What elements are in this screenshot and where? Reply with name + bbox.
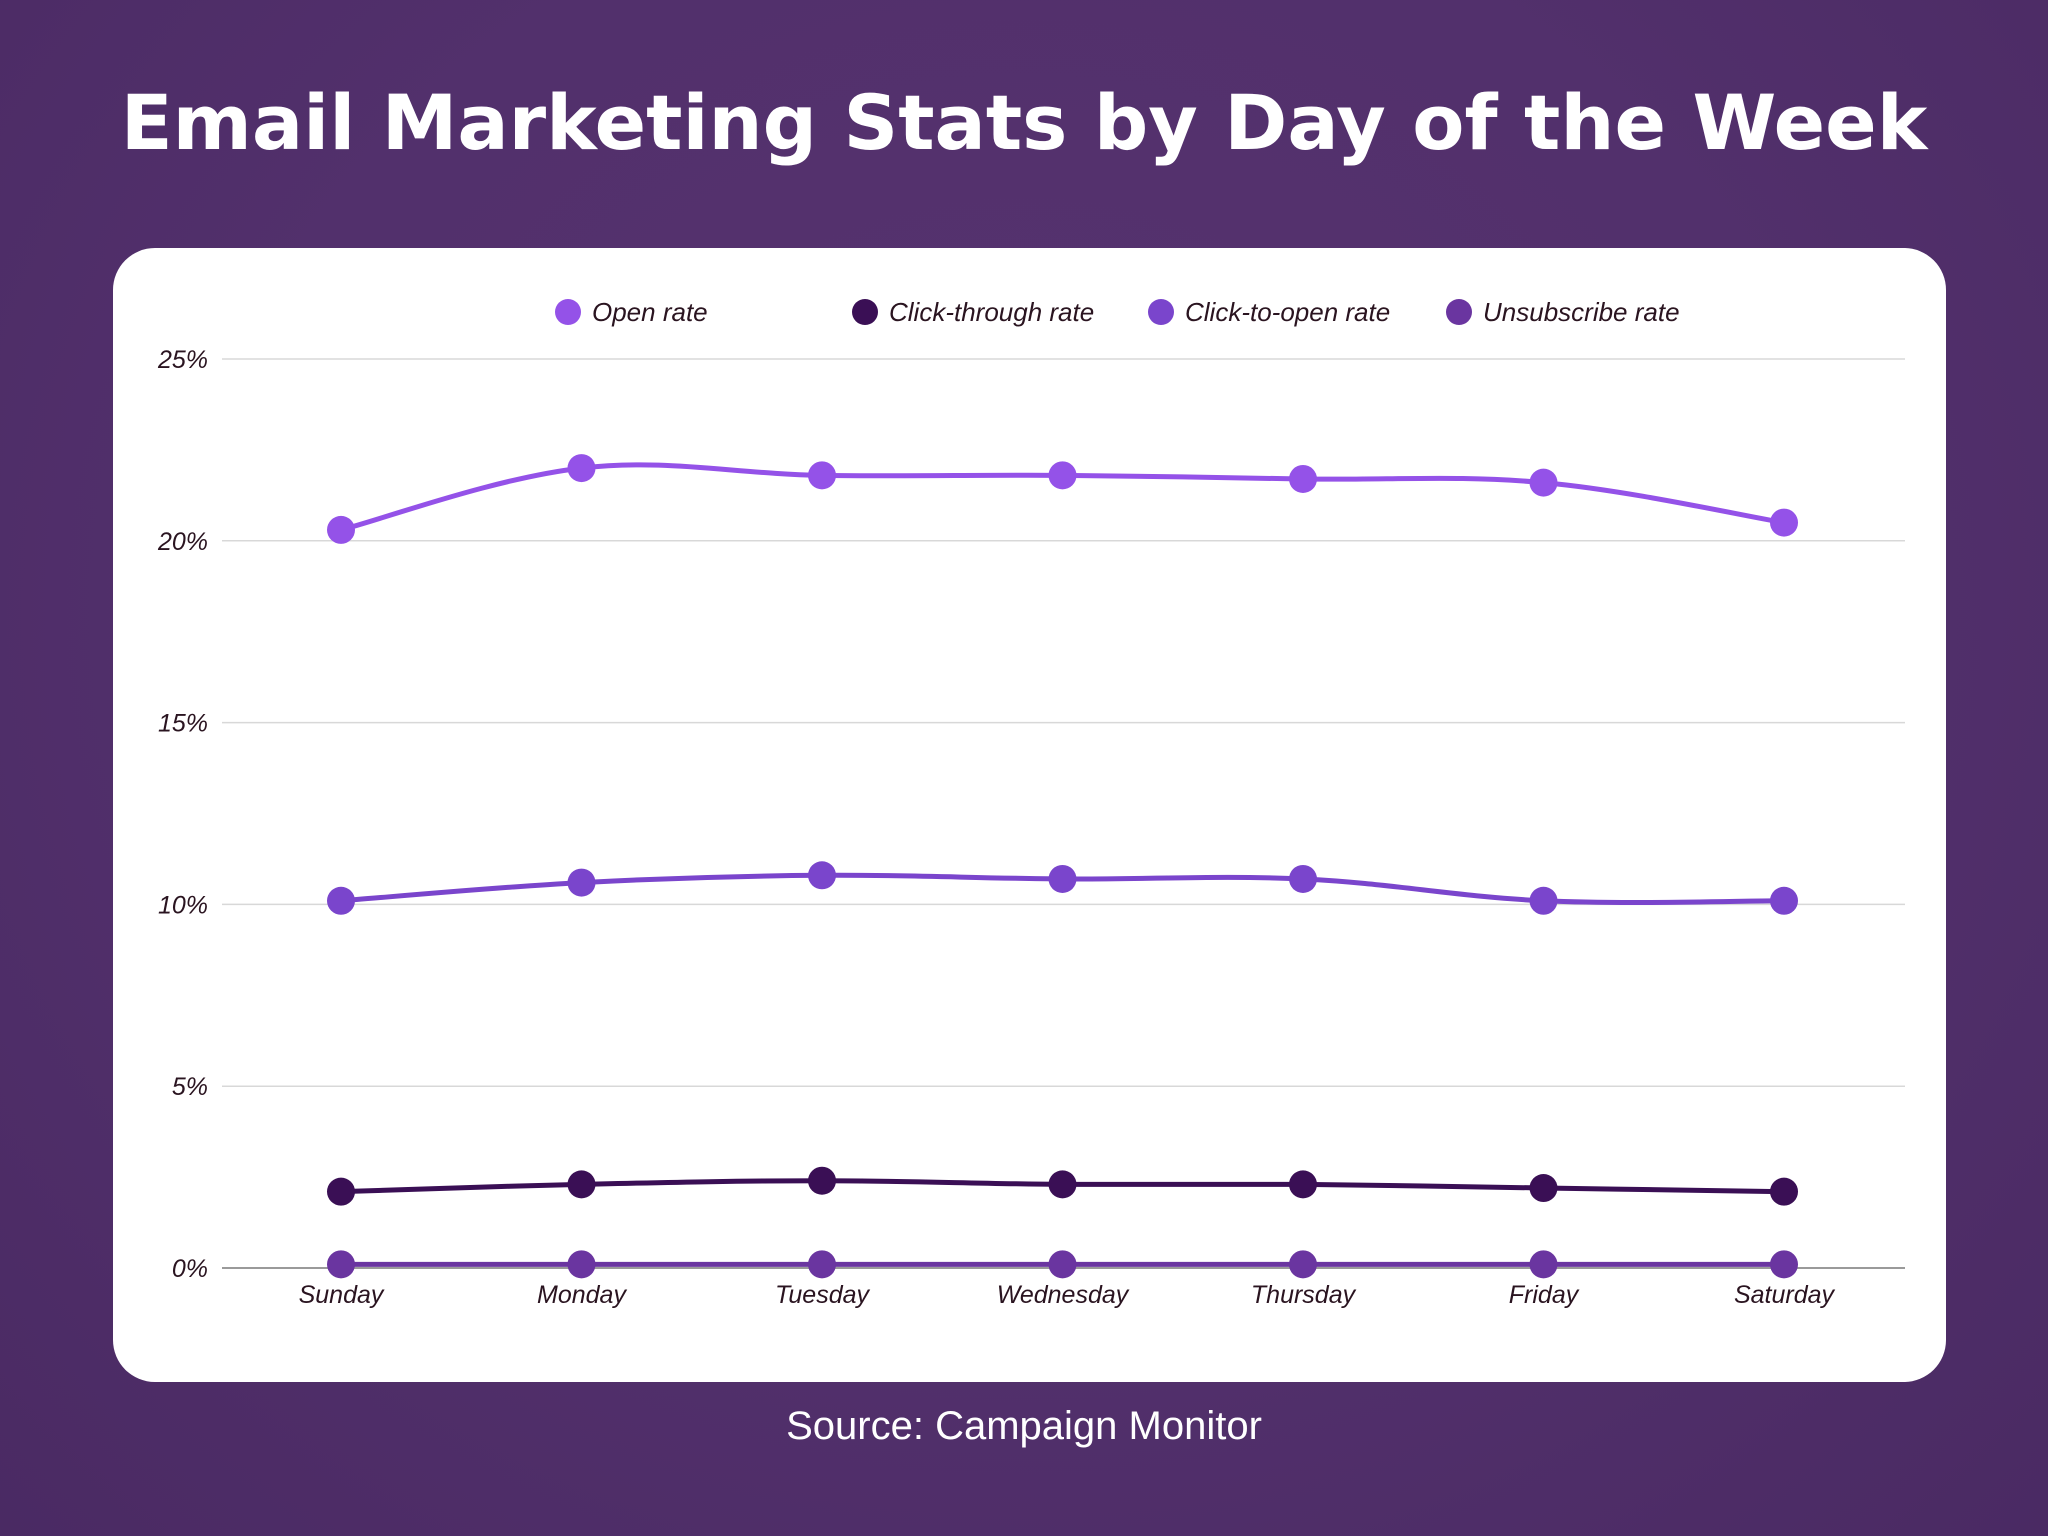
- data-point: [1289, 1170, 1317, 1199]
- y-tick-label: 10%: [158, 891, 208, 919]
- data-point: [1529, 886, 1558, 915]
- data-point: [567, 1170, 596, 1199]
- data-point: [1048, 1170, 1077, 1199]
- data-point: [1529, 1250, 1558, 1279]
- legend-label: Unsubscribe rate: [1483, 297, 1680, 327]
- legend-label: Click-to-open rate: [1185, 297, 1390, 327]
- x-tick-label: Thursday: [1251, 1281, 1357, 1309]
- data-point: [1770, 1177, 1798, 1206]
- y-tick-label: 15%: [158, 710, 208, 738]
- chart-title: Email Marketing Stats by Day of the Week: [120, 78, 1928, 167]
- y-tick-label: 20%: [157, 528, 208, 556]
- x-tick-label: Saturday: [1734, 1281, 1836, 1309]
- line-chart: 0% 5% 10% 15% 20% 25% Sunday Monday Tuesday Wedne…: [157, 297, 1905, 1309]
- data-point: [808, 1166, 836, 1195]
- data-point: [1770, 1250, 1798, 1279]
- y-tick-label: 5%: [172, 1073, 208, 1101]
- data-point: [808, 861, 836, 890]
- data-point: [1770, 508, 1798, 537]
- legend-label: Click-through rate: [889, 297, 1094, 327]
- data-point: [1289, 464, 1317, 493]
- x-tick-label: Tuesday: [775, 1281, 871, 1309]
- chart-card: 0% 5% 10% 15% 20% 25% Sunday Monday Tuesday Wedne…: [113, 248, 1946, 1382]
- legend-label: Open rate: [592, 297, 708, 327]
- data-point: [1289, 864, 1317, 893]
- y-tick-label: 0%: [172, 1255, 208, 1283]
- data-point: [1048, 1250, 1077, 1279]
- data-point: [1529, 468, 1558, 497]
- data-point: [327, 1250, 355, 1279]
- x-tick-label: Monday: [537, 1281, 627, 1309]
- legend-marker: [1148, 299, 1174, 325]
- x-tick-label: Friday: [1509, 1281, 1580, 1309]
- data-point: [567, 1250, 596, 1279]
- data-point: [1770, 886, 1798, 915]
- legend-marker: [852, 299, 878, 325]
- data-point: [808, 1250, 836, 1279]
- data-point: [1289, 1250, 1317, 1279]
- data-point: [567, 454, 596, 483]
- data-point: [1048, 461, 1077, 490]
- x-tick-label: Sunday: [299, 1281, 385, 1309]
- data-point: [567, 868, 596, 897]
- data-point: [327, 1177, 355, 1206]
- data-point: [327, 515, 355, 544]
- data-point: [1048, 864, 1077, 893]
- data-point: [1529, 1174, 1558, 1203]
- y-tick-label: 25%: [157, 346, 208, 374]
- x-tick-label: Wednesday: [997, 1281, 1130, 1309]
- data-point: [808, 461, 836, 490]
- legend-marker: [555, 299, 581, 325]
- data-point: [327, 886, 355, 915]
- legend-marker: [1446, 299, 1472, 325]
- source-note: Source: Campaign Monitor: [786, 1404, 1262, 1448]
